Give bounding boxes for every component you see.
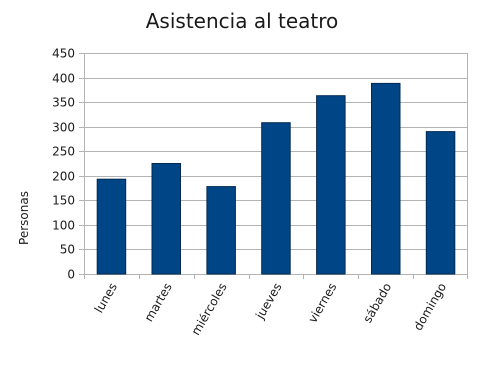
y-tick-label: 50 <box>60 243 75 257</box>
y-tick-label: 400 <box>52 72 75 86</box>
x-tick-label: martes <box>142 281 175 325</box>
bar-3 <box>261 122 291 275</box>
bar-6 <box>425 131 456 275</box>
y-axis-ticks: 0 50 100 150 200 250 300 350 400 450 <box>52 47 75 282</box>
y-tick-label: 350 <box>52 96 75 110</box>
y-tick-label: 0 <box>67 268 75 282</box>
y-tick-label: 250 <box>52 145 75 159</box>
chart-title: Asistencia al teatro <box>146 9 339 33</box>
x-tick-label: jueves <box>252 281 284 323</box>
bar-0 <box>96 178 127 275</box>
y-tick-label: 100 <box>52 219 75 233</box>
y-tick-label: 300 <box>52 121 75 135</box>
y-tick-label: 450 <box>52 47 75 61</box>
x-tick-label: miércoles <box>189 281 230 338</box>
bar-1 <box>151 163 181 275</box>
x-tick-label: domingo <box>411 281 449 334</box>
y-tick-label: 150 <box>52 194 75 208</box>
bar-5 <box>371 82 401 275</box>
x-tick-label: viernes <box>305 281 339 326</box>
bars <box>96 82 456 275</box>
x-tick-label: sábado <box>360 281 394 326</box>
y-axis-label: Personas <box>17 191 31 245</box>
x-axis-ticks: lunes martes miércoles jueves viernes sábado d… <box>84 274 468 338</box>
bar-4 <box>316 95 346 275</box>
x-tick-label: lunes <box>92 281 120 316</box>
y-tick-label: 200 <box>52 170 75 184</box>
bar-2 <box>206 186 236 275</box>
